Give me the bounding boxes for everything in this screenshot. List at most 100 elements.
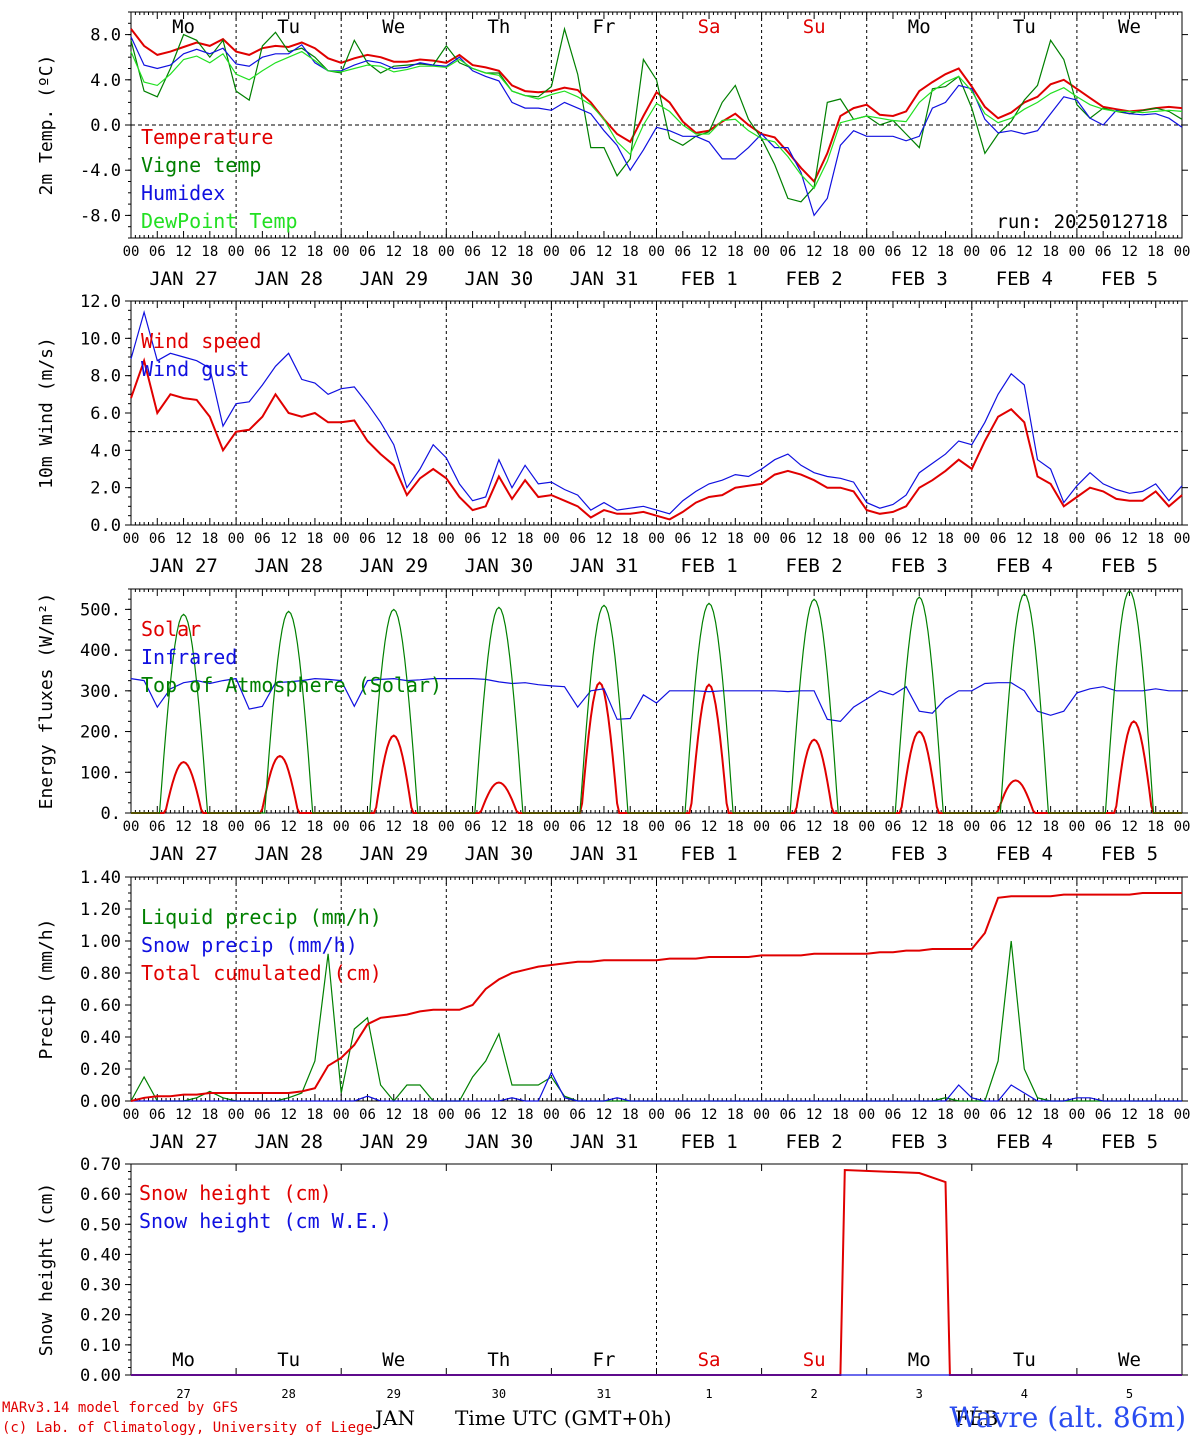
weekday-label: Sa bbox=[698, 1349, 721, 1371]
legend-entry: DewPoint Temp bbox=[141, 209, 298, 233]
hour-label: 06 bbox=[1095, 1107, 1112, 1123]
date-label: JAN 29 bbox=[359, 1131, 428, 1153]
day-number-label: 30 bbox=[492, 1387, 506, 1401]
y-tick-label: 0.30 bbox=[80, 1276, 121, 1296]
date-label: JAN 28 bbox=[254, 843, 323, 865]
legend-entry: Top of Atmosphere (Solar) bbox=[141, 673, 442, 697]
hour-label: 06 bbox=[779, 244, 796, 260]
y-tick-label: 8.0 bbox=[90, 26, 121, 46]
hour-label: 12 bbox=[701, 531, 718, 547]
hour-label: 06 bbox=[254, 531, 271, 547]
y-tick-label: 0.0 bbox=[90, 116, 121, 136]
weekday-label: Sa bbox=[698, 16, 721, 38]
credit-lab: (c) Lab. of Climatology, University of L… bbox=[2, 1420, 373, 1436]
hour-label: 00 bbox=[963, 244, 980, 260]
hour-label: 06 bbox=[149, 819, 166, 835]
weekday-label: Tu bbox=[277, 16, 300, 38]
day-number-label: 4 bbox=[1021, 1387, 1028, 1401]
y-axis-label: Snow height (cm) bbox=[36, 1183, 57, 1356]
y-tick-label: 0.20 bbox=[80, 1060, 121, 1080]
hour-label: 06 bbox=[885, 1107, 902, 1123]
weekday-label: Su bbox=[803, 1349, 826, 1371]
date-label: FEB 3 bbox=[891, 843, 948, 865]
series-line-lightgreen bbox=[130, 50, 1183, 190]
day-number-label: 2 bbox=[811, 1387, 818, 1401]
hour-label: 00 bbox=[1068, 244, 1085, 260]
hour-label: 18 bbox=[727, 531, 744, 547]
hour-label: 00 bbox=[963, 819, 980, 835]
hour-label: 06 bbox=[674, 244, 691, 260]
y-tick-label: 10.0 bbox=[80, 329, 121, 349]
hour-label: 00 bbox=[228, 819, 245, 835]
date-label: FEB 4 bbox=[996, 843, 1053, 865]
hour-label: 00 bbox=[648, 819, 665, 835]
hour-label: 00 bbox=[1174, 244, 1191, 260]
legend-entry: Temperature bbox=[141, 125, 273, 149]
date-label: JAN 27 bbox=[149, 843, 218, 865]
hour-label: 12 bbox=[490, 819, 507, 835]
hour-label: 00 bbox=[858, 531, 875, 547]
hour-label: 12 bbox=[596, 1107, 613, 1123]
date-label: FEB 5 bbox=[1101, 555, 1158, 577]
hour-label: 12 bbox=[1121, 819, 1138, 835]
legend-entry: Solar bbox=[141, 617, 201, 641]
y-tick-label: 0.0 bbox=[90, 516, 121, 536]
date-label: JAN 30 bbox=[465, 268, 534, 290]
hour-label: 06 bbox=[569, 244, 586, 260]
hour-label: 18 bbox=[622, 244, 639, 260]
y-tick-label: 8.0 bbox=[90, 367, 121, 387]
hour-label: 06 bbox=[149, 1107, 166, 1123]
hour-label: 00 bbox=[333, 531, 350, 547]
date-label: FEB 1 bbox=[680, 1131, 737, 1153]
hour-label: 12 bbox=[911, 819, 928, 835]
y-tick-label: 500. bbox=[80, 600, 121, 620]
hour-label: 18 bbox=[412, 244, 429, 260]
hour-label: 18 bbox=[937, 244, 954, 260]
hour-label: 18 bbox=[1042, 531, 1059, 547]
y-tick-label: 200. bbox=[80, 723, 121, 743]
hour-label: 06 bbox=[990, 244, 1007, 260]
y-tick-label: 0.00 bbox=[80, 1366, 121, 1386]
y-tick-label: 0.20 bbox=[80, 1306, 121, 1326]
hour-label: 12 bbox=[1121, 1107, 1138, 1123]
day-number-label: 1 bbox=[705, 1387, 712, 1401]
date-label: JAN 30 bbox=[465, 1131, 534, 1153]
hour-label: 12 bbox=[385, 244, 402, 260]
credit-model: MARv3.14 model forced by GFS bbox=[2, 1400, 239, 1416]
hour-label: 06 bbox=[779, 531, 796, 547]
hour-label: 18 bbox=[832, 819, 849, 835]
weekday-label: Mo bbox=[172, 1349, 195, 1371]
hour-label: 06 bbox=[674, 1107, 691, 1123]
hour-label: 00 bbox=[333, 1107, 350, 1123]
weekday-label: Tu bbox=[277, 1349, 300, 1371]
date-label: FEB 1 bbox=[680, 555, 737, 577]
y-tick-label: 1.20 bbox=[80, 900, 121, 920]
y-tick-label: 0. bbox=[101, 804, 121, 824]
hour-label: 00 bbox=[123, 244, 140, 260]
weekday-label: Mo bbox=[908, 1349, 931, 1371]
hour-label: 06 bbox=[254, 819, 271, 835]
date-label: JAN 29 bbox=[359, 843, 428, 865]
hour-label: 18 bbox=[412, 531, 429, 547]
hour-label: 12 bbox=[911, 244, 928, 260]
weekday-label: Tu bbox=[1013, 16, 1036, 38]
date-label: FEB 3 bbox=[891, 555, 948, 577]
weekday-label: Mo bbox=[908, 16, 931, 38]
hour-label: 06 bbox=[359, 531, 376, 547]
hour-label: 18 bbox=[1147, 531, 1164, 547]
y-tick-label: 2.0 bbox=[90, 479, 121, 499]
hour-label: 12 bbox=[280, 531, 297, 547]
y-tick-label: 300. bbox=[80, 682, 121, 702]
legend-entry: Total cumulated (cm) bbox=[141, 961, 382, 985]
hour-label: 00 bbox=[438, 531, 455, 547]
hour-label: 18 bbox=[306, 244, 323, 260]
hour-label: 18 bbox=[201, 1107, 218, 1123]
hour-label: 12 bbox=[385, 819, 402, 835]
hour-label: 12 bbox=[1016, 819, 1033, 835]
hour-label: 06 bbox=[569, 1107, 586, 1123]
weekday-label: Su bbox=[803, 16, 826, 38]
panel-3-frame bbox=[130, 588, 1183, 814]
legend-entry: Liquid precip (mm/h) bbox=[141, 905, 382, 929]
y-tick-label: 0.80 bbox=[80, 964, 121, 984]
date-label: FEB 4 bbox=[996, 555, 1053, 577]
